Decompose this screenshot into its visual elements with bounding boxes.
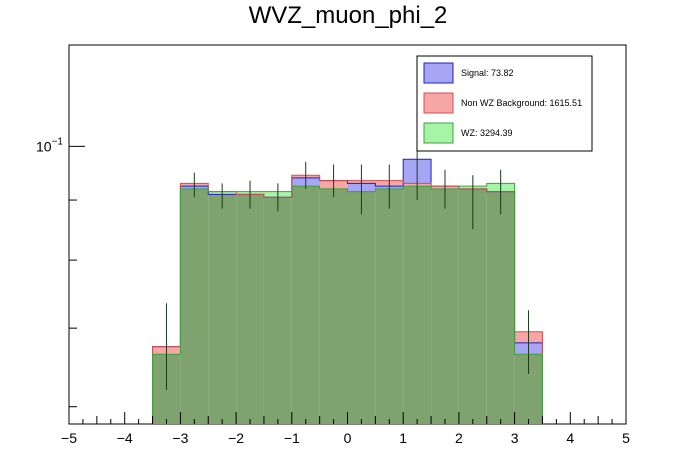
bar-overlap [291,186,320,424]
x-tick-label: 0 [344,430,352,446]
bar-overlap [403,186,432,424]
x-tick-label: 4 [566,430,574,446]
axes-layer: −5 −4 −3 −2 −1 0 1 2 3 4 5 10−1 [36,136,630,446]
bar-overlap [347,191,376,424]
legend-label: Non WZ Background: 1615.51 [461,98,582,108]
legend-swatch [423,92,454,114]
x-tick-label: 1 [399,430,407,446]
bars-layer [152,158,543,424]
x-tick-label: −2 [228,430,244,446]
x-tick-label: 5 [622,430,630,446]
x-tick-label: 3 [511,430,519,446]
legend-label: Signal: 73.82 [461,68,514,78]
bar-overlap [180,188,209,424]
legend: Signal: 73.82 Non WZ Background: 1615.51 W… [416,55,593,152]
x-tick-label: −4 [117,430,133,446]
chart-title: WVZ_muon_phi_2 [248,2,448,29]
bar-overlap [375,188,404,424]
bar-overlap [486,191,515,424]
bar-overlap [208,194,237,424]
bar-overlap [263,197,292,424]
bar-overlap [319,188,348,424]
bar-overlap [236,194,264,424]
x-tick-label: −1 [284,430,300,446]
legend-label: WZ: 3294.39 [461,128,513,138]
y-tick-label: 10−1 [36,136,63,154]
bar-overlap [431,188,459,424]
x-tick-label: −5 [61,430,77,446]
legend-swatch [423,62,454,84]
x-tick-label: 2 [455,430,463,446]
x-tick-label: −3 [172,430,188,446]
legend-swatch [423,122,454,144]
